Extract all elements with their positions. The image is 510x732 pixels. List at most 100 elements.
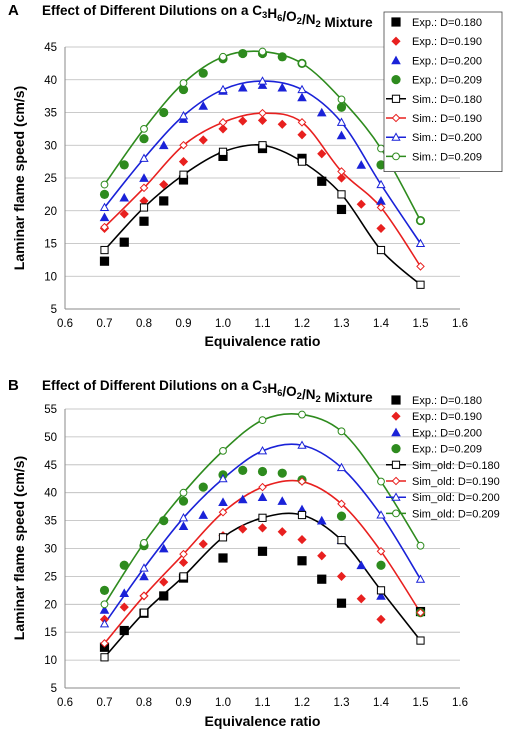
panel-b-exp-point (119, 588, 130, 597)
panel-a-exp-point (139, 196, 149, 206)
panel-a-sim-point (297, 157, 307, 166)
panel-b-legend-marker (391, 476, 401, 486)
panel-b-exp-point (159, 516, 169, 526)
panel-a-exp-point (218, 151, 228, 161)
panel-b-y-label: Laminar flame speed (cm/s) (11, 456, 27, 640)
panel-a-sim-point (100, 245, 109, 255)
panel-a-sim-point (337, 95, 346, 104)
panel-a: A Effect of Different Dilutions on a C3H… (8, 2, 503, 349)
panel-b-legend-marker (391, 444, 401, 454)
panel-b-sim-point (218, 473, 228, 483)
panel-a-exp-point (198, 68, 208, 78)
panel-b-sim-point (257, 446, 268, 455)
panel-a-x-tick: 0.9 (176, 318, 192, 330)
panel-b-exp-point (178, 521, 189, 531)
panel-a-exp-point (139, 216, 149, 226)
panel-b-y-tick: 45 (44, 460, 57, 472)
panel-a-sim-point (258, 108, 267, 118)
panel-b-sim-point (179, 488, 188, 497)
panel-b-x-tick: 1.3 (334, 697, 350, 709)
panel-b-legend-label: Exp.: D=0.180 (412, 395, 482, 407)
panel-b-legend-label: Exp.: D=0.209 (412, 444, 482, 456)
panel-a-x-tick: 1.3 (334, 318, 350, 330)
panel-b-exp-point (198, 539, 208, 549)
panel-a-exp-point (139, 134, 149, 144)
panel-a-sim-point (100, 180, 109, 189)
panel-b-y-tick: 25 (44, 571, 57, 583)
panel-a-legend-marker (391, 36, 401, 46)
panel-b-exp-point (277, 468, 287, 478)
panel-a-exp-point (277, 119, 287, 129)
panel-a-x-tick: 0.6 (57, 318, 73, 330)
panel-a-exp-point (159, 196, 169, 206)
panel-b-exp-point (159, 591, 169, 601)
panel-b-exp-point (218, 497, 228, 507)
panel-a-sim-point (257, 76, 268, 85)
panel-b-exp-point (257, 466, 268, 477)
panel-a-sim-point (139, 153, 149, 162)
panel-b-legend-marker (391, 427, 401, 437)
panel-b-sim-point (100, 600, 109, 609)
panel-b-legend-label: Sim_old: D=0.180 (412, 460, 500, 472)
panel-b-letter: B (8, 377, 19, 394)
panel-a-x-label: Equivalence ratio (205, 333, 321, 349)
panel-b-legend-label: Exp.: D=0.190 (412, 411, 482, 423)
panel-a-legend-marker (391, 132, 401, 141)
panel-a-exp-point (99, 256, 110, 266)
panel-a-exp-point (277, 82, 288, 92)
panel-a-exp-point (237, 82, 248, 92)
panel-a-exp-point (238, 48, 248, 59)
panel-a-letter: A (8, 2, 19, 19)
panel-a-exp-point (119, 192, 130, 202)
panel-b-sim-curve (103, 413, 422, 605)
panel-b: B Effect of Different Dilutions on a C3H… (8, 377, 500, 729)
panel-b-exp-point (297, 556, 307, 566)
panel-b-y-tick: 20 (44, 599, 57, 611)
panel-a-sim-point (337, 190, 346, 199)
panel-b-exp-point (178, 557, 189, 568)
panel-a-sim-point (416, 262, 425, 271)
panel-b-y-tick: 35 (44, 516, 57, 528)
panel-b-sim-point (337, 499, 346, 509)
panel-b-title: Effect of Different Dilutions on a C3H6/… (42, 378, 373, 405)
panel-b-sim-point (179, 572, 188, 581)
panel-b-x-tick: 0.6 (57, 697, 73, 709)
panel-b-sim-point (415, 574, 426, 583)
panel-b-sim-point (416, 636, 425, 645)
panel-b-sim-point (337, 427, 346, 436)
panel-a-sim-point (376, 179, 386, 189)
panel-b-sim-curve (103, 512, 422, 658)
panel-b-sim-point (100, 653, 109, 662)
panel-b-sim-point (376, 546, 386, 556)
panel-b-y-tick: 55 (44, 404, 57, 416)
panel-b-exp-point (376, 614, 386, 624)
panel-a-exp-point (218, 124, 228, 134)
panel-a-exp-point (297, 92, 307, 102)
panel-b-x-tick: 1.5 (413, 697, 429, 709)
panel-b-sim-point (377, 477, 385, 486)
panel-b-exp-point (277, 527, 287, 537)
panel-b-sim-point (376, 510, 386, 519)
panel-b-exp-point (198, 482, 208, 492)
panel-b-exp-point (178, 496, 189, 506)
panel-b-exp-point (218, 553, 228, 563)
panel-a-exp-point (316, 107, 327, 117)
panel-a-x-tick: 1.4 (373, 318, 390, 330)
panel-a-sim-point (297, 84, 307, 94)
panel-a-sim-point (377, 144, 385, 153)
panel-a-exp-point (158, 140, 169, 150)
panel-a-exp-point (198, 101, 209, 110)
panel-a-sim-curve (103, 80, 422, 244)
panel-a-exp-point (159, 179, 169, 190)
panel-b-x-tick: 1.4 (373, 697, 390, 709)
panel-b-legend-label: Sim_old: D=0.209 (412, 508, 500, 520)
panel-a-exp-point (238, 116, 248, 126)
panel-a-exp-point (119, 160, 129, 170)
panel-b-legend-label: Sim_old: D=0.190 (412, 476, 500, 488)
panel-b-x-tick: 1.0 (215, 697, 231, 709)
panel-b-exp-point (99, 585, 110, 595)
panel-b-exp-point (317, 574, 327, 584)
panel-a-sim-point (179, 79, 188, 87)
panel-b-sim-point (336, 462, 347, 472)
